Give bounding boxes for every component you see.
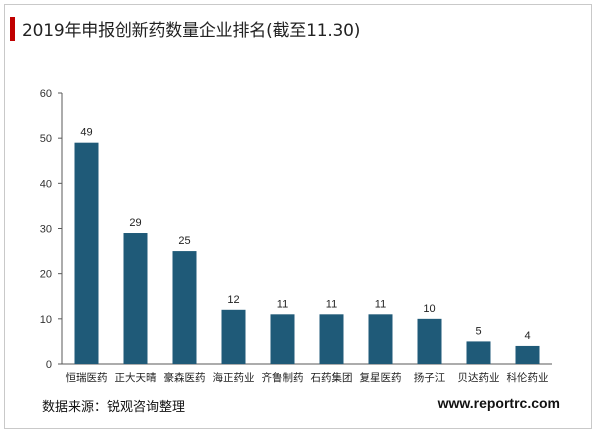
y-tick-label: 20 — [40, 269, 52, 281]
data-label: 11 — [326, 298, 337, 310]
x-tick-label: 石药集团 — [311, 371, 353, 384]
bar — [123, 233, 148, 364]
x-tick-label: 贝达药业 — [458, 372, 500, 384]
x-tick-label: 豪森医药 — [164, 371, 206, 384]
chart-frame — [4, 4, 592, 429]
x-tick-label: 齐鲁制药 — [262, 371, 304, 384]
bar — [221, 309, 246, 364]
bar — [270, 314, 295, 364]
bar — [368, 314, 393, 364]
y-tick-label: 50 — [40, 133, 52, 145]
x-tick-label: 科伦药业 — [507, 371, 549, 384]
bar — [466, 341, 491, 364]
data-label: 29 — [129, 217, 141, 229]
data-label: 12 — [227, 294, 239, 306]
bar — [74, 142, 99, 364]
data-source-note: 数据来源：锐观咨询整理 — [42, 400, 186, 415]
bar — [172, 251, 197, 364]
title-accent-bar — [10, 17, 15, 41]
data-label: 10 — [423, 303, 435, 315]
data-label: 11 — [277, 298, 288, 310]
data-label: 11 — [375, 298, 386, 310]
data-label: 5 — [475, 325, 481, 337]
chart-title: 2019年申报创新药数量企业排名(截至11.30) — [22, 21, 361, 41]
x-tick-label: 复星医药 — [360, 371, 402, 384]
website-link[interactable]: www.reportrc.com — [437, 395, 560, 411]
bar — [417, 318, 442, 364]
data-label: 49 — [80, 127, 92, 139]
y-tick-label: 40 — [40, 178, 52, 190]
x-tick-label: 海正药业 — [213, 371, 255, 384]
x-tick-label: 扬子江 — [414, 371, 446, 384]
data-label: 4 — [524, 330, 530, 342]
y-tick-label: 10 — [40, 314, 52, 326]
x-tick-label: 正大天晴 — [115, 371, 157, 384]
y-tick-label: 30 — [40, 224, 52, 236]
bar — [319, 314, 344, 364]
x-tick-label: 恒瑞医药 — [66, 371, 108, 384]
data-label: 25 — [178, 235, 190, 247]
y-tick-label: 60 — [40, 88, 52, 100]
bar — [515, 345, 540, 364]
y-tick-label: 0 — [46, 359, 52, 371]
